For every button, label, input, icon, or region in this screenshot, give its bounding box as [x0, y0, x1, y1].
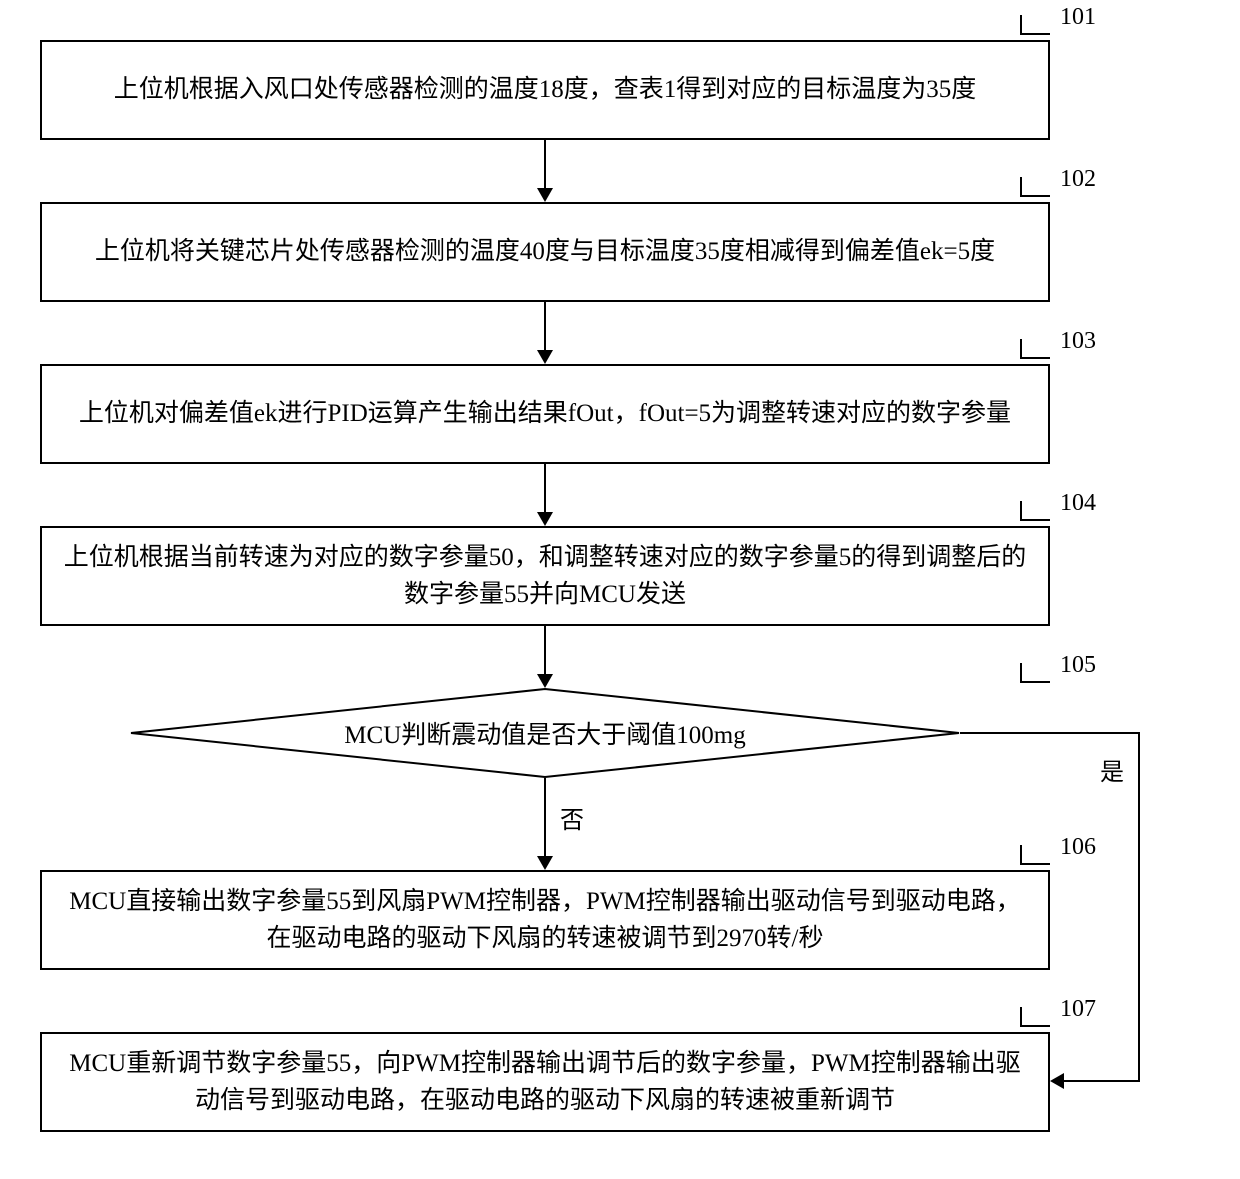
step-102-box: 上位机将关键芯片处传感器检测的温度40度与目标温度35度相减得到偏差值ek=5度: [40, 202, 1050, 302]
arrow-101-102-head: [537, 188, 553, 202]
arrow-103-104-head: [537, 512, 553, 526]
arrow-102-103: [544, 302, 546, 350]
arrow-105-yes-v: [1138, 732, 1140, 1082]
step-103-label: 103: [1060, 328, 1096, 355]
step-105-text: MCU判断震动值是否大于阈值100mg: [344, 715, 745, 751]
arrow-105-yes-h2: [1064, 1080, 1140, 1082]
step-107-text: MCU重新调节数字参量55，向PWM控制器输出调节后的数字参量，PWM控制器输出…: [62, 1045, 1028, 1120]
branch-yes-label: 是: [1100, 752, 1124, 787]
arrow-105-no: [544, 778, 546, 856]
step-101-box: 上位机根据入风口处传感器检测的温度18度，查表1得到对应的目标温度为35度: [40, 40, 1050, 140]
branch-no-label: 否: [560, 800, 584, 835]
step-105-decision: MCU判断震动值是否大于阈值100mg: [130, 688, 960, 778]
arrow-101-102: [544, 140, 546, 188]
step-106-box: MCU直接输出数字参量55到风扇PWM控制器，PWM控制器输出驱动信号到驱动电路…: [40, 870, 1050, 970]
arrow-104-105: [544, 626, 546, 674]
step-101-tick: [1020, 15, 1050, 35]
arrow-102-103-head: [537, 350, 553, 364]
step-105-tick: [1020, 663, 1050, 683]
arrow-105-yes-head: [1050, 1073, 1064, 1089]
step-104-tick: [1020, 501, 1050, 521]
step-103-tick: [1020, 339, 1050, 359]
arrow-105-no-head: [537, 856, 553, 870]
step-102-text: 上位机将关键芯片处传感器检测的温度40度与目标温度35度相减得到偏差值ek=5度: [95, 233, 995, 271]
step-107-label: 107: [1060, 996, 1096, 1023]
step-106-label: 106: [1060, 834, 1096, 861]
step-101-text: 上位机根据入风口处传感器检测的温度18度，查表1得到对应的目标温度为35度: [114, 71, 977, 109]
step-107-tick: [1020, 1007, 1050, 1027]
arrow-104-105-head: [537, 674, 553, 688]
step-104-label: 104: [1060, 490, 1096, 517]
step-105-label: 105: [1060, 652, 1096, 679]
step-106-tick: [1020, 845, 1050, 865]
arrow-103-104: [544, 464, 546, 512]
step-106-text: MCU直接输出数字参量55到风扇PWM控制器，PWM控制器输出驱动信号到驱动电路…: [62, 883, 1028, 958]
step-103-box: 上位机对偏差值ek进行PID运算产生输出结果fOut，fOut=5为调整转速对应…: [40, 364, 1050, 464]
step-101-label: 101: [1060, 4, 1096, 31]
step-107-box: MCU重新调节数字参量55，向PWM控制器输出调节后的数字参量，PWM控制器输出…: [40, 1032, 1050, 1132]
step-104-text: 上位机根据当前转速为对应的数字参量50，和调整转速对应的数字参量5的得到调整后的…: [62, 539, 1028, 614]
step-103-text: 上位机对偏差值ek进行PID运算产生输出结果fOut，fOut=5为调整转速对应…: [79, 395, 1011, 433]
step-102-label: 102: [1060, 166, 1096, 193]
step-102-tick: [1020, 177, 1050, 197]
flowchart-canvas: 上位机根据入风口处传感器检测的温度18度，查表1得到对应的目标温度为35度 10…: [0, 0, 1240, 1179]
step-104-box: 上位机根据当前转速为对应的数字参量50，和调整转速对应的数字参量5的得到调整后的…: [40, 526, 1050, 626]
arrow-105-yes-h1: [960, 732, 1140, 734]
